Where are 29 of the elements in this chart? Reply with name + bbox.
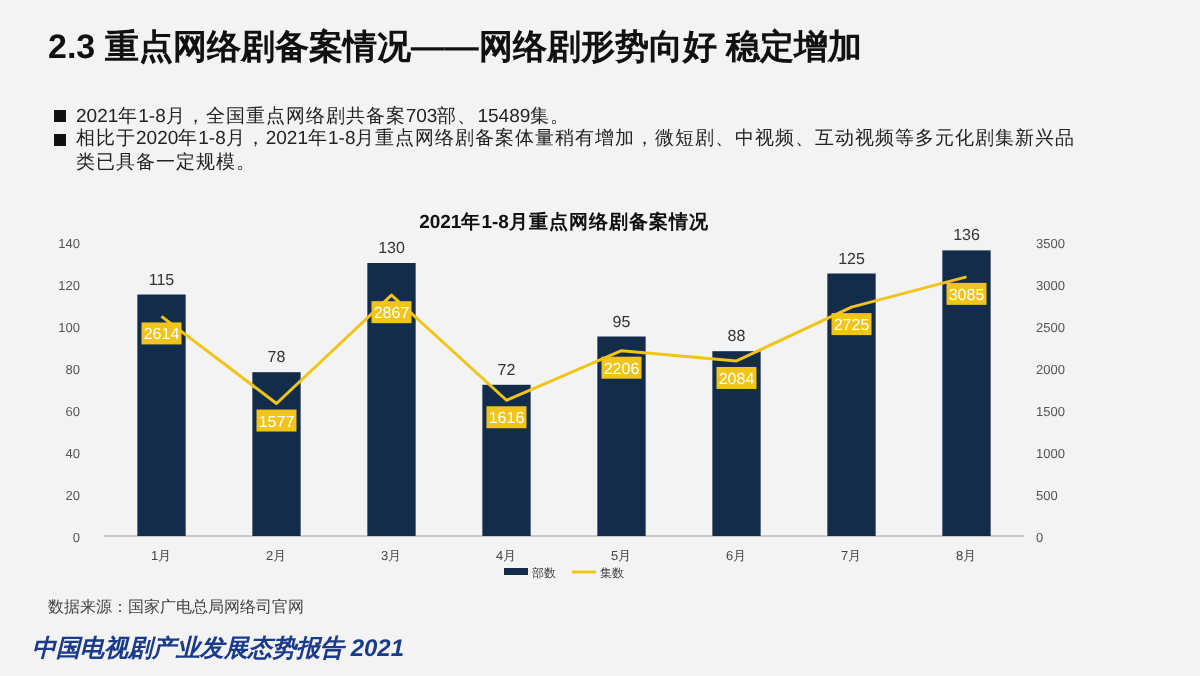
bar (367, 263, 416, 536)
bar (827, 273, 876, 536)
bar (942, 250, 991, 536)
data-label: 3085 (948, 285, 986, 304)
data-label: 125 (838, 249, 866, 268)
annotation: 2.3 重点网络剧备案情况——网络剧形势向好 稳定增加 (48, 26, 863, 70)
bar (482, 384, 531, 536)
annotation: 2021年1-8月，全国重点网络剧共备案703部、15489集。 (76, 104, 573, 128)
data-label: 130 (378, 239, 406, 257)
bar (712, 351, 761, 536)
data-label: 95 (612, 312, 632, 331)
annotation: 数据来源：国家广电总局网络司官网 (48, 596, 304, 618)
data-label: 2725 (833, 316, 871, 335)
chart-title: 2021年1-8月重点网络剧备案情况 (419, 210, 711, 234)
bar (597, 336, 646, 536)
data-label: 2084 (718, 369, 756, 388)
data-label: 2206 (603, 359, 641, 378)
data-label: 2614 (143, 325, 181, 344)
data-label: 136 (953, 226, 981, 245)
data-label: 1616 (488, 409, 526, 428)
data-label: 2867 (373, 304, 411, 323)
bar (137, 294, 186, 536)
data-label: 115 (148, 270, 176, 289)
annotation: 相比于2020年1-8月，2021年1-8月重点网络剧备案体量稍有增加，微短剧、中视频、互动视频等多元化剧集新兴品类已具备一定规模。 (76, 128, 1076, 176)
data-label: 78 (267, 348, 287, 367)
data-label: 88 (727, 327, 747, 346)
data-label: 1577 (258, 412, 296, 431)
data-label: 72 (497, 360, 517, 379)
annotation: 中国电视剧产业发展态势报告 2021 (32, 632, 405, 666)
